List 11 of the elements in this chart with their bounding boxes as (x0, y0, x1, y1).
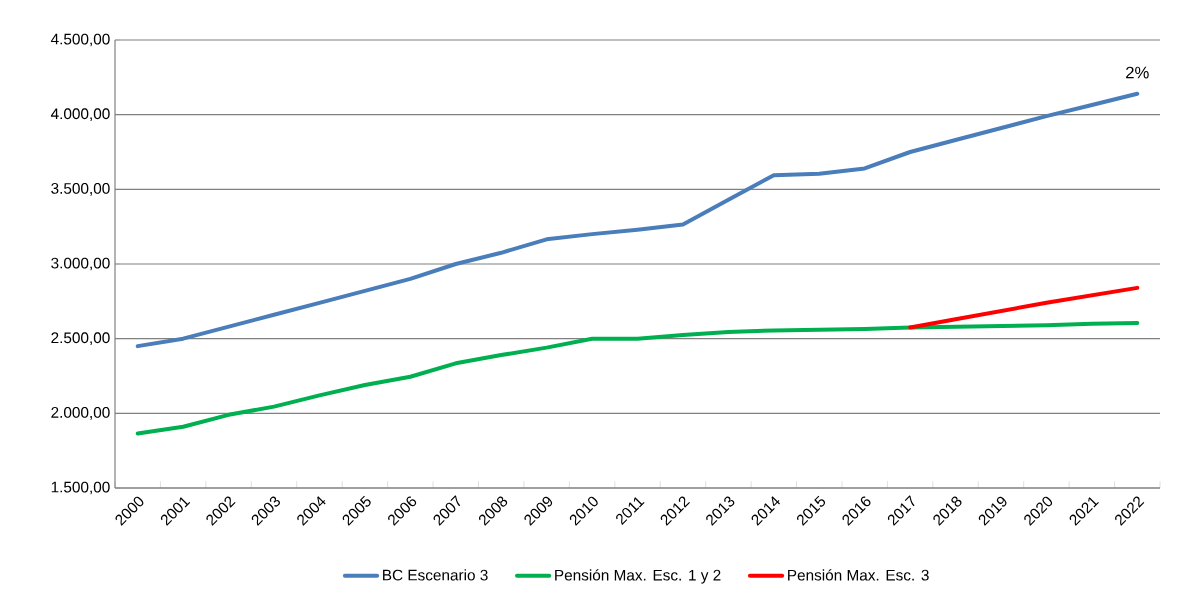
annotation: 2% (1126, 66, 1149, 79)
y-tick-label: 2.500,00 (51, 332, 110, 345)
y-tick-label: 4.000,00 (50, 108, 110, 121)
y-tick-label: 2.000,00 (51, 407, 110, 420)
y-tick-label: 3.000,00 (51, 257, 110, 271)
legend-label: Pensión Max. Esc. 1 y 2 (555, 569, 721, 584)
y-tick-label: 4.500,00 (50, 33, 110, 47)
legend-label: BC Escenario 3 (383, 569, 488, 581)
y-tick-label: 1.500,00 (51, 481, 110, 495)
legend-label: Pensión Max. Esc. 3 (788, 569, 929, 581)
y-tick-label: 3.500,00 (51, 183, 110, 196)
